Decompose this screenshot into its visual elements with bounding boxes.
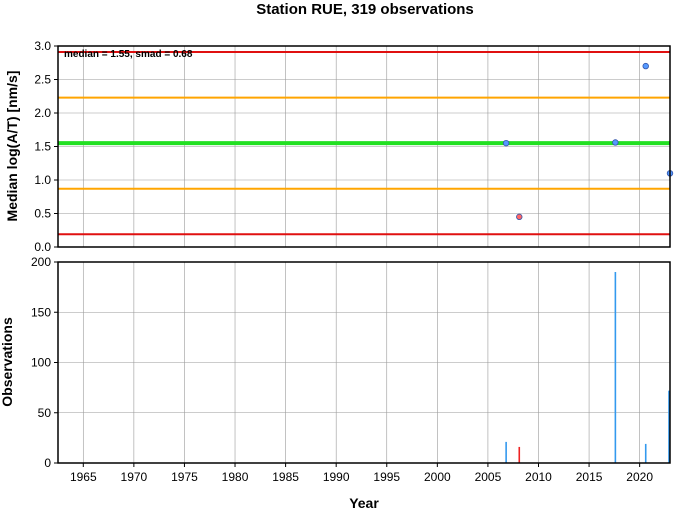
x-tick-label: 2020 bbox=[626, 470, 653, 484]
top-grid bbox=[58, 45, 670, 248]
x-tick-label: 1990 bbox=[323, 470, 350, 484]
y-tick-label: 0.0 bbox=[34, 240, 51, 254]
x-tick-label: 1965 bbox=[70, 470, 97, 484]
observation-bars bbox=[505, 272, 670, 463]
top-y-axis-label: Median log(A/T) [nm/s] bbox=[4, 71, 20, 222]
top-y-ticks: 0.0 0.5 1.0 1.5 2.0 2.5 3.0 bbox=[34, 39, 58, 254]
data-point bbox=[502, 139, 510, 147]
bottom-y-axis-label: Observations bbox=[0, 317, 15, 407]
y-tick-label: 2.0 bbox=[34, 106, 51, 120]
y-tick-label: 0.5 bbox=[34, 207, 51, 221]
y-tick-label: 200 bbox=[31, 255, 51, 269]
y-tick-label: 2.5 bbox=[34, 73, 51, 87]
x-tick-label: 1970 bbox=[121, 470, 148, 484]
data-points bbox=[502, 62, 674, 221]
y-tick-label: 1.0 bbox=[34, 173, 51, 187]
x-tick-label: 1985 bbox=[272, 470, 299, 484]
top-panel: 0.0 0.5 1.0 1.5 2.0 2.5 3.0 median = 1.55, sma… bbox=[4, 39, 674, 254]
x-tick-label: 2005 bbox=[475, 470, 502, 484]
x-tick-label: 2015 bbox=[576, 470, 603, 484]
reference-lines bbox=[58, 51, 670, 236]
y-tick-label: 0 bbox=[44, 456, 51, 470]
x-tick-label: 1995 bbox=[373, 470, 400, 484]
bottom-y-ticks: 0 50 100 150 200 bbox=[31, 255, 58, 470]
x-axis-label: Year bbox=[349, 495, 379, 511]
y-tick-label: 150 bbox=[31, 305, 51, 319]
x-tick-label: 1975 bbox=[171, 470, 198, 484]
x-tick-label: 2010 bbox=[525, 470, 552, 484]
y-tick-label: 1.5 bbox=[34, 140, 51, 154]
x-ticks: 1965 1970 1975 1980 1985 1990 1995 2000 2005 2010… bbox=[70, 463, 653, 484]
chart-title: Station RUE, 319 observations bbox=[256, 1, 474, 18]
x-tick-label: 2000 bbox=[424, 470, 451, 484]
median-annotation: median = 1.55, smad = 0.68 bbox=[64, 49, 193, 60]
y-tick-label: 50 bbox=[38, 406, 52, 420]
y-tick-label: 100 bbox=[31, 356, 51, 370]
x-tick-label: 1980 bbox=[222, 470, 249, 484]
data-point bbox=[612, 139, 619, 146]
data-point bbox=[642, 62, 649, 70]
y-tick-label: 3.0 bbox=[34, 39, 51, 53]
bottom-panel: 0 50 100 150 200 1965 1970 1975 1980 1985 1990 199… bbox=[0, 255, 671, 511]
bottom-grid bbox=[58, 261, 670, 464]
data-point bbox=[516, 213, 523, 221]
